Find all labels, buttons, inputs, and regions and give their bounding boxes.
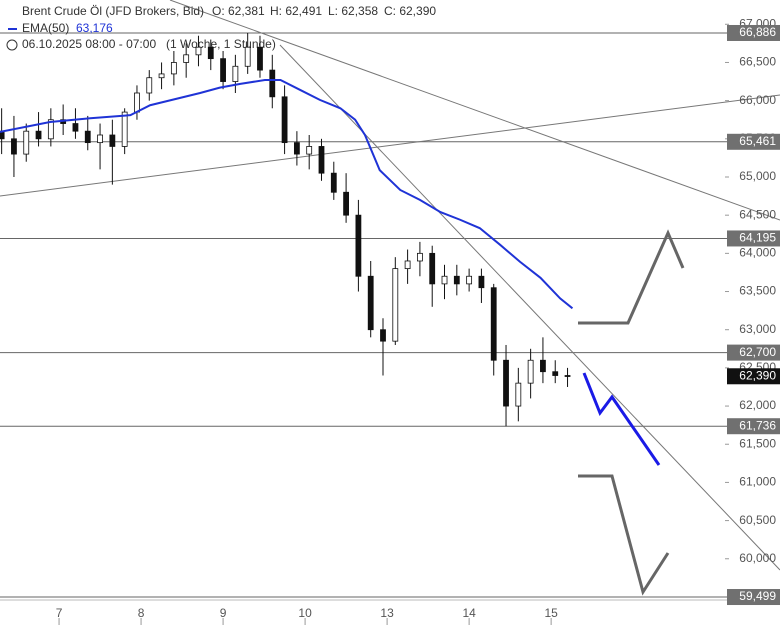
chart-title: Brent Crude Öl (JFD Brokers, Bid) — [22, 4, 204, 18]
ema-line — [0, 79, 574, 310]
candle-body — [503, 359, 509, 407]
ohlc-label: L: 62,358 — [328, 4, 378, 18]
candle-body — [47, 119, 54, 140]
level-box — [727, 230, 780, 247]
level-label: 64,195 — [739, 231, 776, 245]
scenario-path — [578, 474, 670, 596]
candle-body — [109, 134, 116, 147]
last-price-box — [727, 368, 780, 385]
trend-line — [169, 0, 780, 221]
candle-body — [11, 138, 17, 155]
level-box — [727, 344, 780, 361]
candle-body — [97, 134, 103, 144]
candle-body — [158, 73, 165, 79]
candle-body — [330, 172, 337, 193]
candle-body — [404, 260, 411, 270]
candle-body — [540, 359, 546, 373]
candle-body — [269, 69, 276, 98]
level-label: 61,736 — [739, 418, 776, 432]
candle-body — [466, 275, 473, 285]
level-box — [727, 589, 780, 606]
last-price-label: 62,390 — [739, 368, 776, 382]
candle-body — [564, 375, 571, 377]
y-tick-label: 61,000 — [739, 475, 776, 489]
candle-body — [552, 371, 559, 376]
x-tick-label: 9 — [220, 606, 227, 620]
level-label: 59,499 — [739, 589, 776, 603]
candle-body — [318, 146, 325, 174]
candle-body — [367, 275, 374, 331]
candle-body — [207, 46, 214, 60]
period: 06.10.2025 08:00 - 07:00 — [22, 37, 156, 51]
candle-body — [170, 62, 177, 75]
y-tick-label: 60,000 — [739, 551, 776, 565]
candle-body — [343, 191, 349, 216]
trend-line — [279, 44, 780, 571]
candle-body — [355, 214, 362, 277]
legend-label: EMA(50) — [22, 21, 69, 35]
x-tick-label: 8 — [138, 606, 145, 620]
candle-body — [281, 96, 288, 144]
drawings — [0, 0, 780, 596]
y-tick-label: 66,500 — [739, 55, 776, 69]
candle-body — [293, 142, 300, 155]
y-tick-label: 63,500 — [739, 284, 776, 298]
y-tick-label: 62,000 — [739, 398, 776, 412]
candle-body — [453, 275, 460, 285]
candle-body — [257, 46, 263, 71]
y-tick-label: 64,000 — [739, 246, 776, 260]
ohlc-label: C: 62,390 — [384, 4, 436, 18]
candle-body — [220, 58, 226, 82]
candle-body — [23, 130, 30, 155]
legend-value: 63,176 — [76, 21, 113, 35]
x-tick-label: 13 — [380, 606, 394, 620]
clock-icon — [6, 39, 18, 51]
level-box — [727, 24, 780, 41]
level-box — [727, 133, 780, 150]
candle-body — [306, 146, 313, 155]
candle-body — [84, 130, 91, 144]
candle-body — [441, 275, 448, 285]
candle-body — [72, 123, 79, 132]
candle-body — [134, 92, 140, 113]
candle-body — [146, 77, 153, 94]
level-box — [727, 418, 780, 435]
candle-body — [121, 111, 128, 147]
level-label: 65,461 — [739, 134, 776, 148]
candle-body — [380, 329, 386, 342]
candle-body — [392, 268, 399, 342]
candle-body — [183, 54, 190, 63]
candle-body — [527, 359, 534, 384]
y-tick-label: 61,500 — [739, 436, 776, 450]
ohlc-label: H: 62,491 — [270, 4, 322, 18]
y-tick-label: 64,500 — [739, 207, 776, 221]
x-tick-label: 10 — [298, 606, 312, 620]
scenario-path — [582, 372, 661, 466]
candle-body — [515, 382, 522, 407]
y-tick-label: 60,500 — [739, 513, 776, 527]
level-label: 66,886 — [739, 25, 776, 39]
candle-body — [429, 252, 436, 285]
candle-body — [417, 252, 423, 262]
y-tick-label: 63,000 — [739, 322, 776, 336]
candle-body — [232, 65, 239, 82]
ohlc-label: O: 62,381 — [212, 4, 265, 18]
y-tick-label: 66,000 — [739, 93, 776, 107]
trend-line — [0, 94, 780, 197]
candle-body — [244, 46, 251, 67]
level-label: 62,700 — [739, 345, 776, 359]
candle-body — [478, 275, 485, 289]
x-tick-label: 7 — [56, 606, 63, 620]
y-tick-label: 65,000 — [739, 169, 776, 183]
x-tick-label: 14 — [462, 606, 476, 620]
scenario-path — [578, 229, 685, 325]
candle-body — [35, 130, 42, 140]
x-tick-label: 15 — [544, 606, 558, 620]
candle-body — [195, 46, 202, 56]
candle-body — [490, 287, 497, 361]
